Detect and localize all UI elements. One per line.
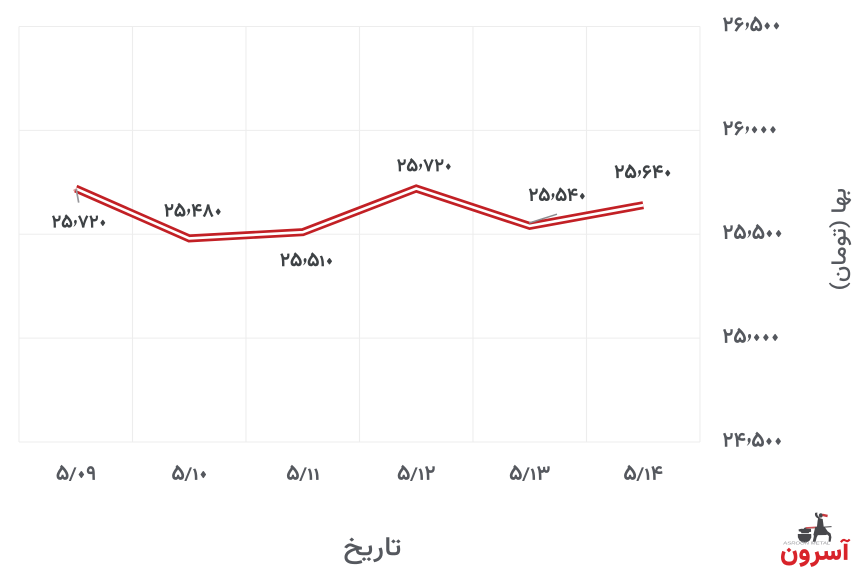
svg-text:ASROON METAL: ASROON METAL (783, 541, 832, 546)
